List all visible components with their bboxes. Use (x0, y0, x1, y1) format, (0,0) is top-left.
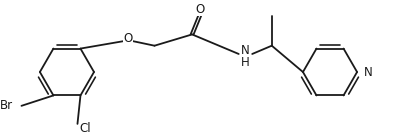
Text: N: N (364, 66, 372, 79)
Text: O: O (196, 3, 205, 16)
Text: N: N (241, 44, 250, 57)
Text: O: O (124, 32, 133, 45)
Text: Cl: Cl (79, 122, 91, 135)
Text: H: H (241, 56, 250, 70)
Text: Br: Br (0, 99, 13, 112)
